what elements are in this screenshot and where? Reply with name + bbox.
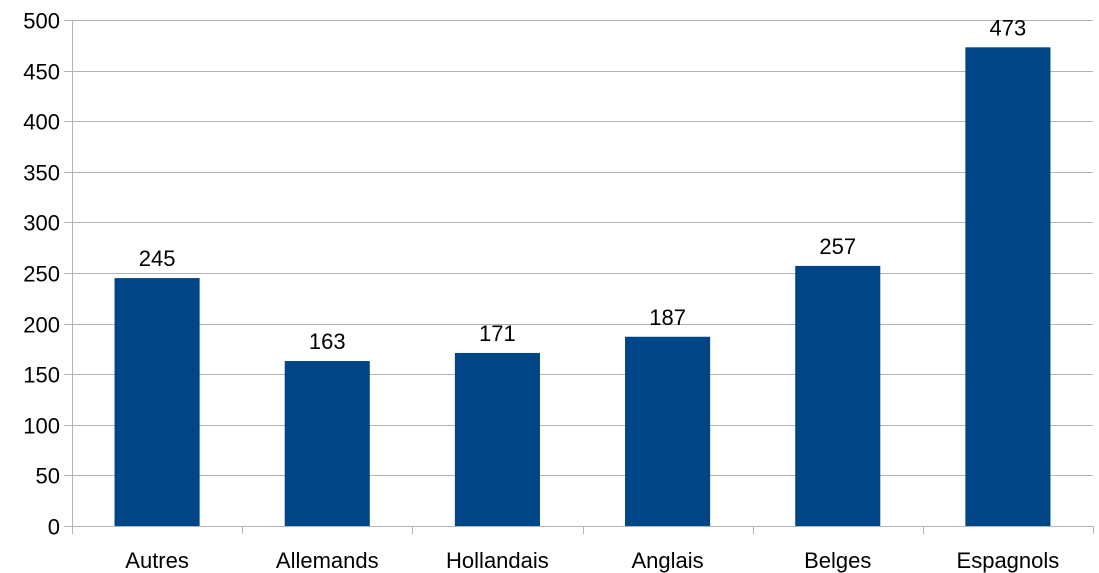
data-label: 473 bbox=[990, 15, 1027, 40]
y-tick-label: 200 bbox=[23, 313, 60, 338]
x-category-label: Hollandais bbox=[446, 548, 549, 573]
bar bbox=[114, 278, 200, 526]
y-tick-label: 0 bbox=[48, 515, 60, 540]
x-category-label: Espagnols bbox=[957, 548, 1060, 573]
y-tick-label: 50 bbox=[36, 464, 60, 489]
y-tick-label: 500 bbox=[23, 9, 60, 34]
data-label: 245 bbox=[139, 246, 176, 271]
y-tick-label: 250 bbox=[23, 262, 60, 287]
data-labels: 245 163 171 187 257 473 bbox=[139, 15, 1027, 354]
y-tick-label: 350 bbox=[23, 161, 60, 186]
bar bbox=[965, 47, 1051, 526]
bar bbox=[454, 352, 540, 526]
bar bbox=[795, 265, 881, 526]
gridlines bbox=[64, 20, 1093, 527]
data-label: 171 bbox=[479, 321, 516, 346]
y-tick-label: 400 bbox=[23, 110, 60, 135]
bar bbox=[625, 336, 711, 526]
y-tick-label: 450 bbox=[23, 60, 60, 85]
y-axis: 0 50 100 150 200 250 300 350 400 450 500 bbox=[23, 9, 60, 540]
x-category-label: Anglais bbox=[632, 548, 704, 573]
bars bbox=[114, 47, 1051, 526]
y-tick-label: 100 bbox=[23, 414, 60, 439]
data-label: 257 bbox=[819, 234, 856, 259]
x-axis: Autres Allemands Hollandais Anglais Belges Es… bbox=[72, 526, 1094, 573]
y-tick-label: 300 bbox=[23, 211, 60, 236]
data-label: 163 bbox=[309, 329, 346, 354]
x-category-label: Allemands bbox=[276, 548, 379, 573]
y-tick-label: 150 bbox=[23, 363, 60, 388]
data-label: 187 bbox=[649, 305, 686, 330]
x-category-label: Autres bbox=[125, 548, 189, 573]
bar bbox=[284, 361, 370, 526]
x-category-label: Belges bbox=[804, 548, 871, 573]
